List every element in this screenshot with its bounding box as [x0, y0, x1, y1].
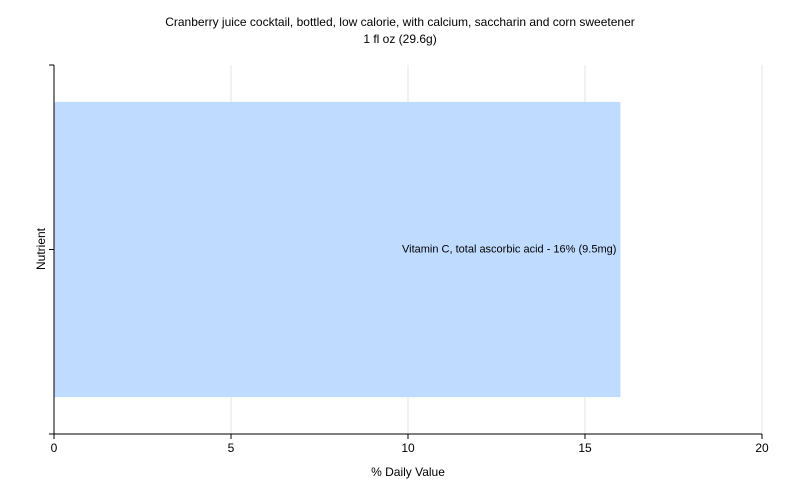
chart-subtitle: 1 fl oz (29.6g): [363, 32, 436, 46]
x-tick-label: 20: [755, 441, 769, 455]
chart-title: Cranberry juice cocktail, bottled, low c…: [165, 15, 635, 29]
x-tick-label: 15: [578, 441, 592, 455]
x-tick-label: 5: [228, 441, 235, 455]
bar: [54, 101, 621, 398]
x-tick-label: 0: [51, 441, 58, 455]
x-axis-label: % Daily Value: [371, 465, 445, 479]
x-tick-label: 10: [401, 441, 415, 455]
bar-label: Vitamin C, total ascorbic acid - 16% (9.…: [402, 243, 616, 255]
y-axis-label: Nutrient: [34, 227, 48, 270]
